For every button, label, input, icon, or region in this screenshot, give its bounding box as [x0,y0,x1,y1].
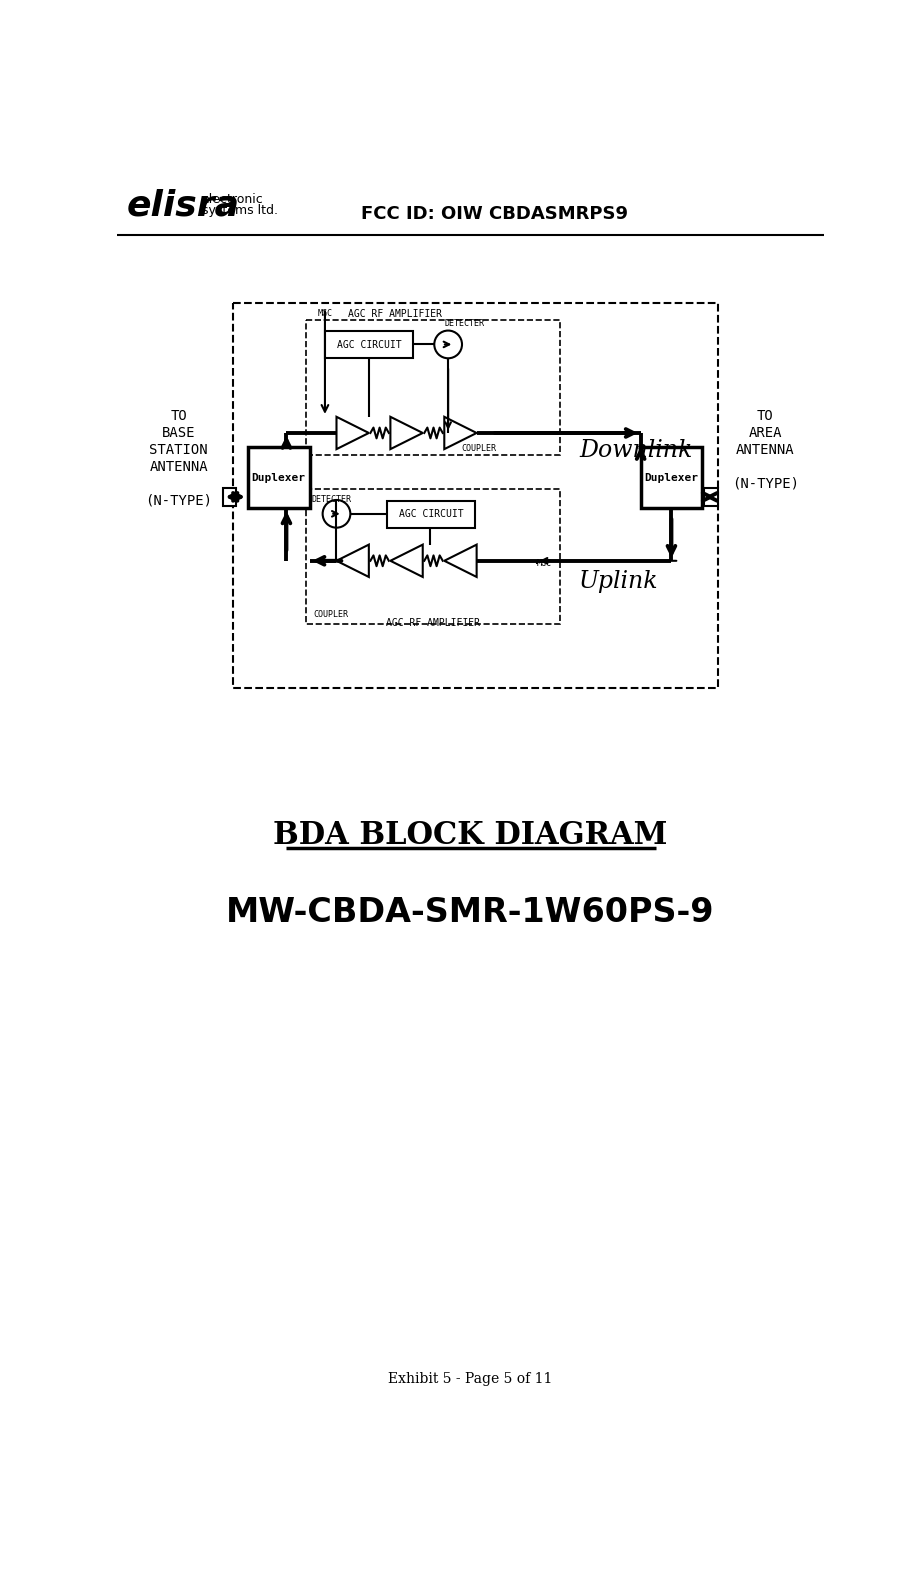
Text: Downlink: Downlink [579,439,692,463]
Text: (N-TYPE): (N-TYPE) [732,477,799,491]
Text: COUPLER: COUPLER [461,444,497,453]
Bar [325,332,413,359]
Bar [641,447,702,508]
Text: AREA: AREA [749,427,782,441]
Text: elisra: elisra [127,189,240,224]
Text: AGC CIRCUIT: AGC CIRCUIT [337,340,401,349]
Bar [386,501,476,527]
Text: COUPLER: COUPLER [313,611,349,619]
Text: MGC: MGC [318,309,332,318]
Bar [306,320,560,455]
Text: AGC RF AMPLIFIER: AGC RF AMPLIFIER [386,617,480,628]
Text: BASE: BASE [162,427,196,441]
Text: Duplexer: Duplexer [252,472,306,483]
Text: ANTENNA: ANTENNA [150,460,208,474]
Text: Exhibit 5 - Page 5 of 11: Exhibit 5 - Page 5 of 11 [388,1371,553,1385]
Text: AGC CIRCUIT: AGC CIRCUIT [398,510,464,519]
Text: Duplexer: Duplexer [644,472,699,483]
Bar [704,488,718,507]
Text: TO: TO [170,409,187,423]
Bar [222,488,237,507]
Text: systems ltd.: systems ltd. [202,205,278,217]
Text: TO: TO [757,409,774,423]
Text: FCC ID: OIW CBDASMRPS9: FCC ID: OIW CBDASMRPS9 [361,205,628,224]
Bar [248,447,309,508]
Text: BDA BLOCK DIAGRAM: BDA BLOCK DIAGRAM [274,820,667,852]
Text: MW-CBDA-SMR-1W60PS-9: MW-CBDA-SMR-1W60PS-9 [226,896,715,929]
Text: DETECTER: DETECTER [312,496,352,504]
Text: Uplink: Uplink [579,570,659,593]
Text: ANTENNA: ANTENNA [736,442,795,456]
Bar [306,490,560,623]
Text: (N-TYPE): (N-TYPE) [145,494,212,508]
Text: STATION: STATION [150,442,208,456]
Text: DETECTER: DETECTER [444,320,485,327]
Text: electronic: electronic [202,194,263,206]
Text: AGC RF AMPLIFIER: AGC RF AMPLIFIER [348,309,442,318]
Text: MGC: MGC [537,559,552,568]
Bar [232,302,718,688]
